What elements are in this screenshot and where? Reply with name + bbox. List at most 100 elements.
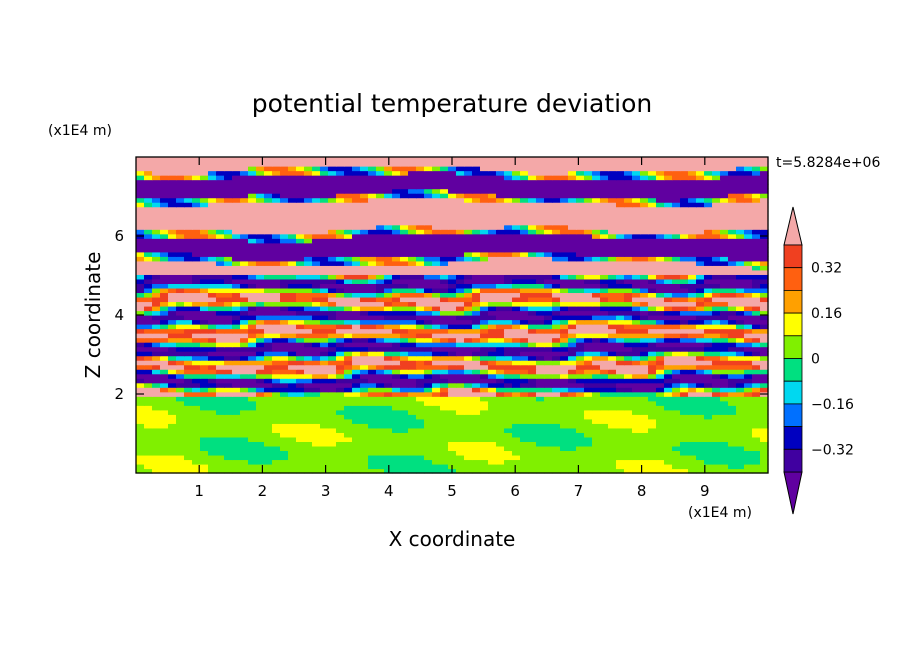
contour-cell	[488, 328, 497, 334]
contour-cell	[424, 369, 433, 375]
contour-cell	[552, 287, 561, 294]
contour-cell	[656, 310, 665, 316]
contour-cell	[608, 391, 617, 397]
contour-cell	[504, 427, 513, 433]
contour-cell	[408, 301, 417, 307]
contour-cell	[416, 296, 425, 303]
contour-cell	[496, 211, 505, 217]
contour-cell	[400, 238, 409, 244]
contour-cell	[624, 450, 633, 456]
contour-cell	[568, 405, 577, 411]
contour-cell	[464, 445, 473, 452]
contour-cell	[224, 278, 233, 284]
contour-cell	[176, 220, 185, 226]
contour-cell	[224, 283, 233, 289]
contour-cell	[136, 328, 145, 334]
contour-cell	[608, 274, 617, 280]
contour-cell	[712, 251, 721, 257]
contour-cell	[304, 247, 313, 253]
contour-cell	[544, 463, 553, 470]
contour-cell	[184, 378, 193, 384]
contour-cell	[408, 247, 417, 253]
contour-cell	[696, 188, 705, 194]
contour-cell	[720, 278, 729, 284]
contour-cell	[512, 468, 521, 474]
contour-cell	[488, 310, 497, 316]
contour-cell	[248, 423, 257, 429]
contour-cell	[408, 418, 417, 424]
contour-cell	[576, 445, 585, 452]
contour-cell	[568, 360, 577, 366]
contour-cell	[456, 364, 465, 370]
contour-cell	[424, 247, 433, 253]
contour-cell	[232, 184, 241, 190]
contour-cell	[496, 229, 505, 235]
contour-cell	[296, 224, 305, 230]
contour-cell	[736, 445, 745, 452]
contour-cell	[488, 342, 497, 348]
contour-cell	[600, 188, 609, 194]
contour-cell	[704, 333, 713, 339]
contour-cell	[256, 233, 265, 239]
contour-cell	[304, 369, 313, 375]
contour-cell	[432, 459, 441, 465]
contour-cell	[264, 256, 273, 262]
contour-cell	[760, 283, 769, 289]
contour-cell	[320, 351, 329, 357]
contour-cell	[368, 265, 377, 271]
contour-cell	[736, 233, 745, 239]
contour-cell	[448, 351, 457, 357]
contour-cell	[576, 468, 585, 474]
contour-cell	[304, 459, 313, 465]
contour-cell	[152, 427, 161, 433]
contour-cell	[744, 206, 753, 212]
contour-cell	[136, 193, 145, 199]
contour-cell	[464, 418, 473, 424]
contour-cell	[584, 287, 593, 294]
contour-cell	[208, 351, 217, 357]
contour-cell	[368, 396, 377, 402]
contour-cell	[528, 233, 537, 239]
contour-cell	[312, 305, 321, 312]
contour-cell	[376, 211, 385, 217]
contour-cell	[512, 242, 521, 248]
contour-cell	[624, 202, 633, 208]
contour-cell	[384, 459, 393, 465]
contour-cell	[272, 355, 281, 361]
contour-cell	[352, 387, 361, 393]
contour-cell	[552, 211, 561, 217]
contour-cell	[680, 418, 689, 424]
contour-cell	[512, 342, 521, 348]
contour-cell	[200, 436, 209, 442]
contour-cell	[576, 301, 585, 307]
contour-cell	[552, 337, 561, 343]
contour-cell	[408, 369, 417, 375]
contour-cell	[248, 405, 257, 411]
contour-cell	[560, 333, 569, 339]
contour-cell	[256, 202, 265, 208]
contour-cell	[288, 247, 297, 253]
contour-cell	[152, 400, 161, 406]
contour-cell	[632, 283, 641, 289]
contour-cell	[376, 337, 385, 343]
contour-cell	[488, 396, 497, 402]
contour-cell	[504, 238, 513, 244]
contour-cell	[288, 197, 297, 203]
contour-cell	[336, 296, 345, 303]
contour-cell	[632, 387, 641, 393]
contour-cell	[272, 432, 281, 438]
contour-cell	[552, 414, 561, 420]
contour-cell	[504, 215, 513, 221]
contour-cell	[232, 274, 241, 280]
contour-cell	[240, 287, 249, 294]
contour-cell	[632, 260, 641, 266]
contour-cell	[432, 197, 441, 203]
contour-cell	[632, 405, 641, 411]
contour-cell	[712, 188, 721, 194]
contour-cell	[312, 414, 321, 420]
contour-cell	[136, 315, 145, 321]
contour-cell	[360, 224, 369, 230]
contour-cell	[344, 287, 353, 294]
contour-cell	[376, 292, 385, 298]
contour-cell	[344, 197, 353, 203]
